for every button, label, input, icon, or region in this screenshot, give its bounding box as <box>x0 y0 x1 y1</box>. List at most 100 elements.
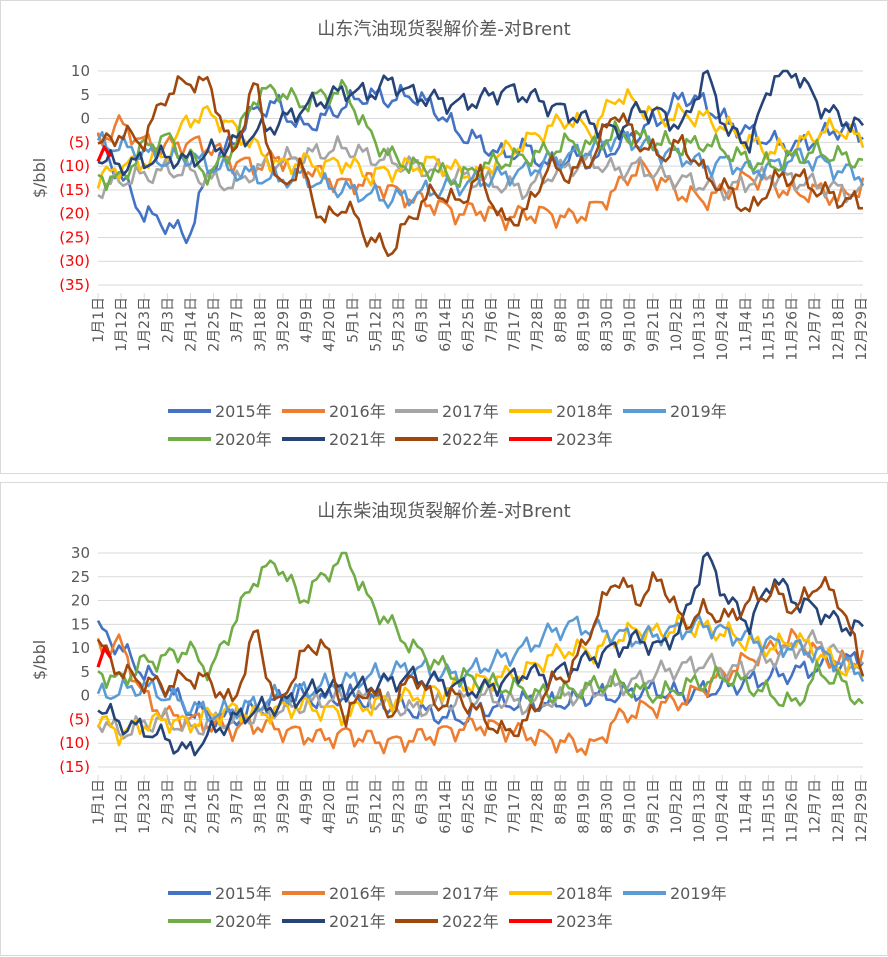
x-tick-label: 10月24日 <box>715 779 731 843</box>
x-tick-label: 5月1日 <box>345 779 361 825</box>
x-tick-label: 2月3日 <box>160 779 176 825</box>
series-line-2021 <box>97 69 865 177</box>
series-line-2023 <box>96 646 112 668</box>
x-tick-label: 2月3日 <box>160 297 176 343</box>
legend-label-2022: 2022年 <box>442 912 499 931</box>
x-tick-label: 6月3日 <box>415 297 431 343</box>
x-tick-label: 5月23日 <box>392 779 408 834</box>
chart-title: 山东柴油现货裂解价差-对Brent <box>317 501 570 522</box>
x-tick-label: 3月7日 <box>230 779 246 825</box>
legend-label-2023: 2023年 <box>556 912 613 931</box>
y-tick-label: 10 <box>71 62 90 80</box>
x-tick-label: 7月28日 <box>530 297 546 352</box>
y-tick-label: (15) <box>59 181 90 199</box>
x-tick-label: 8月8日 <box>553 297 569 343</box>
y-tick-label: 5 <box>80 663 90 681</box>
x-tick-label: 1月23日 <box>137 297 153 352</box>
x-tick-label: 5月1日 <box>345 297 361 343</box>
x-tick-label: 7月28日 <box>530 779 546 834</box>
y-tick-label: 15 <box>71 615 90 633</box>
x-tick-label: 8月30日 <box>600 297 616 352</box>
x-tick-label: 7月6日 <box>484 297 500 343</box>
y-axis-label: $/bbl <box>30 158 49 198</box>
legend-label-2021: 2021年 <box>329 912 386 931</box>
x-tick-label: 1月12日 <box>114 779 130 834</box>
legend-label-2019: 2019年 <box>670 884 727 903</box>
y-tick-label: 5 <box>80 86 90 104</box>
x-tick-label: 6月25日 <box>461 779 477 834</box>
x-tick-label: 12月29日 <box>854 779 870 843</box>
series-line-2021 <box>97 551 864 757</box>
x-tick-label: 3月7日 <box>230 297 246 343</box>
legend-label-2020: 2020年 <box>215 912 272 931</box>
x-tick-label: 10月2日 <box>669 779 685 834</box>
x-tick-label: 5月12日 <box>368 779 384 834</box>
series-line-2023 <box>96 145 112 163</box>
y-tick-label: (30) <box>59 252 90 270</box>
y-tick-label: (10) <box>59 734 90 752</box>
x-tick-label: 6月14日 <box>438 779 454 834</box>
x-tick-label: 7月17日 <box>507 297 523 352</box>
y-tick-label: 25 <box>71 568 90 586</box>
x-tick-label: 2月14日 <box>183 297 199 352</box>
legend-label-2022: 2022年 <box>442 430 499 449</box>
x-tick-label: 5月12日 <box>368 297 384 352</box>
legend-label-2016: 2016年 <box>329 884 386 903</box>
x-tick-label: 3月29日 <box>276 297 292 352</box>
x-tick-label: 2月14日 <box>183 779 199 834</box>
gasoline-crack-chart-panel: 山东汽油现货裂解价差-对Brent $/bbl 10 5 0 (5) (10) (15) (… <box>0 0 888 474</box>
legend-label-2020: 2020年 <box>215 430 272 449</box>
diesel-crack-chart: 山东柴油现货裂解价差-对Brent $/bbl 30 25 20 15 10 5 0 (5) (… <box>30 501 870 931</box>
y-tick-label: (15) <box>59 758 90 776</box>
series-line-2016 <box>96 114 865 232</box>
legend-label-2021: 2021年 <box>329 430 386 449</box>
legend-label-2016: 2016年 <box>329 402 386 421</box>
x-tick-label: 4月20日 <box>322 779 338 834</box>
x-tick-label: 8月19日 <box>576 297 592 352</box>
x-tick-label: 12月29日 <box>854 297 870 361</box>
x-tick-label: 1月23日 <box>137 779 153 834</box>
y-tick-label: 0 <box>80 687 90 705</box>
series-line-2017 <box>97 135 864 204</box>
x-tick-label: 11月4日 <box>738 297 754 352</box>
x-tick-label: 1月1日 <box>91 779 107 825</box>
x-tick-label: 5月23日 <box>392 297 408 352</box>
series-line-2018 <box>96 614 865 747</box>
series-line-2022 <box>96 571 865 738</box>
series-lines <box>96 69 865 258</box>
gasoline-crack-chart: 山东汽油现货裂解价差-对Brent $/bbl 10 5 0 (5) (10) (15) (… <box>30 19 870 449</box>
x-tick-label: 12月18日 <box>831 779 847 843</box>
legend-label-2015: 2015年 <box>215 402 272 421</box>
x-tick-label: 4月20日 <box>322 297 338 352</box>
x-tick-label: 11月15日 <box>761 779 777 843</box>
chart-title: 山东汽油现货裂解价差-对Brent <box>317 19 570 40</box>
y-tick-label: (35) <box>59 276 90 294</box>
series-line-2017 <box>96 629 864 740</box>
x-tick-label: 3月18日 <box>253 779 269 834</box>
x-tick-label: 6月14日 <box>438 297 454 352</box>
y-tick-label: 20 <box>71 592 90 610</box>
legend-label-2018: 2018年 <box>556 402 613 421</box>
x-tick-label: 2月25日 <box>207 779 223 834</box>
y-tick-label: (5) <box>69 133 90 151</box>
x-tick-label: 11月15日 <box>761 297 777 361</box>
x-tick-label: 11月26日 <box>785 297 801 361</box>
x-tick-label: 10月2日 <box>669 297 685 352</box>
x-tick-label: 12月7日 <box>808 779 824 834</box>
series-lines <box>96 551 865 757</box>
x-tick-label: 7月6日 <box>484 779 500 825</box>
x-tick-label: 8月19日 <box>576 779 592 834</box>
x-tick-label: 12月7日 <box>808 297 824 352</box>
x-tick-label: 8月30日 <box>600 779 616 834</box>
legend-label-2023: 2023年 <box>556 430 613 449</box>
x-tick-label: 1月1日 <box>91 297 107 343</box>
series-line-2022 <box>97 75 864 258</box>
legend-label-2019: 2019年 <box>670 402 727 421</box>
x-tick-label: 10月13日 <box>692 297 708 361</box>
diesel-crack-chart-panel: 山东柴油现货裂解价差-对Brent $/bbl 30 25 20 15 10 5 0 (5) (… <box>0 482 888 956</box>
y-tick-label: (5) <box>69 710 90 728</box>
x-tick-label: 4月9日 <box>299 297 315 343</box>
x-tick-label: 11月4日 <box>738 779 754 834</box>
y-tick-label: (10) <box>59 157 90 175</box>
series-line-2020 <box>97 79 864 191</box>
